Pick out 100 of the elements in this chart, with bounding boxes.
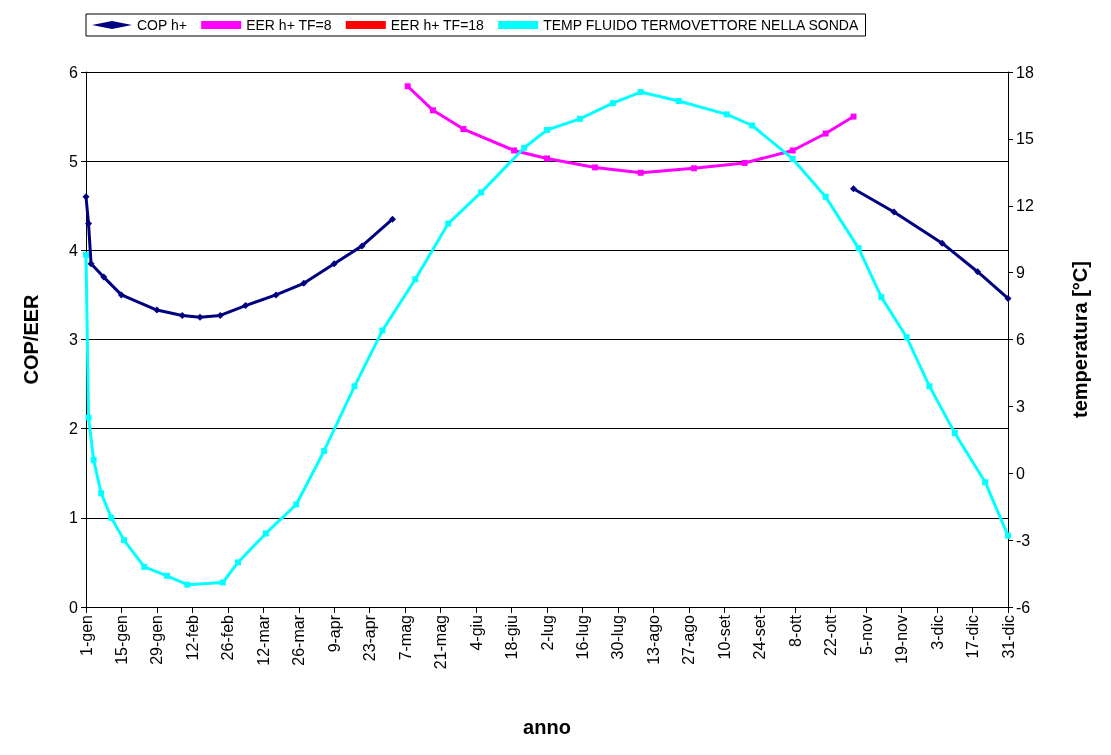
- y-axis-title: COP/EER: [20, 293, 42, 385]
- point: [982, 479, 989, 486]
- y-tick-label: 4: [69, 241, 79, 259]
- x-tick-label: 19-nov: [893, 615, 911, 664]
- point: [723, 111, 730, 118]
- y2-tick-label: 12: [1016, 197, 1034, 215]
- point: [164, 572, 171, 579]
- point: [321, 447, 328, 454]
- legend-label: TEMP FLUIDO TERMOVETTORE NELLA SONDA: [543, 17, 859, 33]
- point: [330, 260, 338, 268]
- point: [849, 185, 857, 193]
- point: [272, 291, 280, 299]
- x-tick-label: 23-apr: [361, 614, 379, 662]
- x-tick-label: 17-dic: [964, 615, 982, 659]
- y-tick-label: 3: [69, 331, 79, 348]
- point: [82, 193, 90, 201]
- point: [262, 530, 269, 537]
- point: [789, 155, 796, 162]
- point: [445, 220, 452, 227]
- x-tick-label: 2-lug: [538, 615, 556, 651]
- point: [242, 302, 250, 310]
- point: [141, 563, 148, 570]
- point: [521, 144, 528, 151]
- x-tick-label: 12-feb: [183, 614, 201, 661]
- x-tick-label: 26-feb: [219, 614, 237, 661]
- point: [108, 514, 115, 521]
- y2-axis-title: temperatura [°C]: [1069, 261, 1091, 418]
- point: [690, 165, 697, 172]
- point: [117, 291, 125, 299]
- x-tick-label: 13-ago: [644, 614, 662, 665]
- point: [749, 122, 756, 129]
- point: [351, 383, 358, 390]
- y2-tick-label: -6: [1016, 598, 1031, 616]
- point: [85, 220, 93, 228]
- point: [100, 273, 108, 281]
- x-tick-label: 9-apr: [325, 614, 343, 653]
- point: [219, 579, 226, 586]
- point: [85, 414, 92, 421]
- point: [178, 311, 186, 319]
- point: [789, 147, 796, 154]
- point: [544, 155, 550, 162]
- legend-label: COP h+: [137, 17, 187, 33]
- point: [300, 279, 308, 287]
- point: [637, 89, 644, 96]
- point: [196, 313, 204, 321]
- x-tick-label: 3-dic: [928, 615, 946, 650]
- point: [822, 130, 829, 137]
- x-tick-label: 24-set: [751, 614, 769, 660]
- point: [1005, 532, 1011, 539]
- x-tick-label: 31-dic: [999, 615, 1017, 659]
- point: [951, 430, 958, 437]
- point: [850, 113, 857, 120]
- point: [460, 126, 467, 133]
- x-tick-label: 15-gen: [112, 615, 130, 665]
- point: [478, 189, 485, 196]
- x-tick-label: 18-giu: [503, 615, 521, 660]
- point: [926, 383, 933, 390]
- point: [592, 164, 599, 171]
- point: [511, 147, 518, 154]
- point: [637, 169, 644, 176]
- point: [388, 215, 396, 223]
- y-tick-label: 2: [69, 420, 79, 438]
- point: [430, 107, 437, 114]
- y2-tick-label: 18: [1016, 63, 1034, 81]
- point: [890, 208, 898, 216]
- x-tick-label: 27-ago: [680, 614, 698, 665]
- point: [1004, 294, 1012, 302]
- point: [153, 306, 161, 314]
- y2-tick-label: 0: [1016, 464, 1025, 482]
- legend-label: EER h+ TF=18: [390, 17, 485, 33]
- point: [90, 456, 97, 463]
- point: [878, 294, 885, 301]
- x-tick-label: 22-ott: [822, 614, 840, 656]
- x-tick-label: 8-ott: [786, 614, 804, 648]
- y-tick-label: 0: [69, 598, 79, 616]
- x-tick-label: 4-giu: [467, 615, 485, 651]
- y2-tick-label: 9: [1016, 264, 1025, 282]
- point: [822, 193, 829, 200]
- point: [293, 501, 300, 508]
- point: [675, 97, 682, 104]
- point: [544, 126, 550, 133]
- point: [358, 242, 366, 250]
- point: [412, 276, 419, 283]
- point: [98, 490, 105, 497]
- point: [184, 581, 191, 588]
- point: [379, 327, 386, 334]
- y2-tick-label: 3: [1016, 397, 1025, 415]
- point: [120, 537, 127, 544]
- point: [576, 115, 583, 122]
- line-series: [83, 89, 1011, 588]
- x-tick-label: 10-set: [715, 614, 733, 660]
- y2-tick-label: 15: [1016, 130, 1034, 148]
- point: [87, 260, 95, 268]
- point: [609, 100, 616, 107]
- y2-tick-label: -3: [1016, 531, 1031, 549]
- point: [855, 245, 862, 252]
- x-tick-label: 12-mar: [254, 614, 272, 666]
- y2-tick-label: 6: [1016, 331, 1025, 348]
- x-tick-label: 5-nov: [857, 615, 875, 656]
- x-tick-label: 29-gen: [148, 615, 166, 665]
